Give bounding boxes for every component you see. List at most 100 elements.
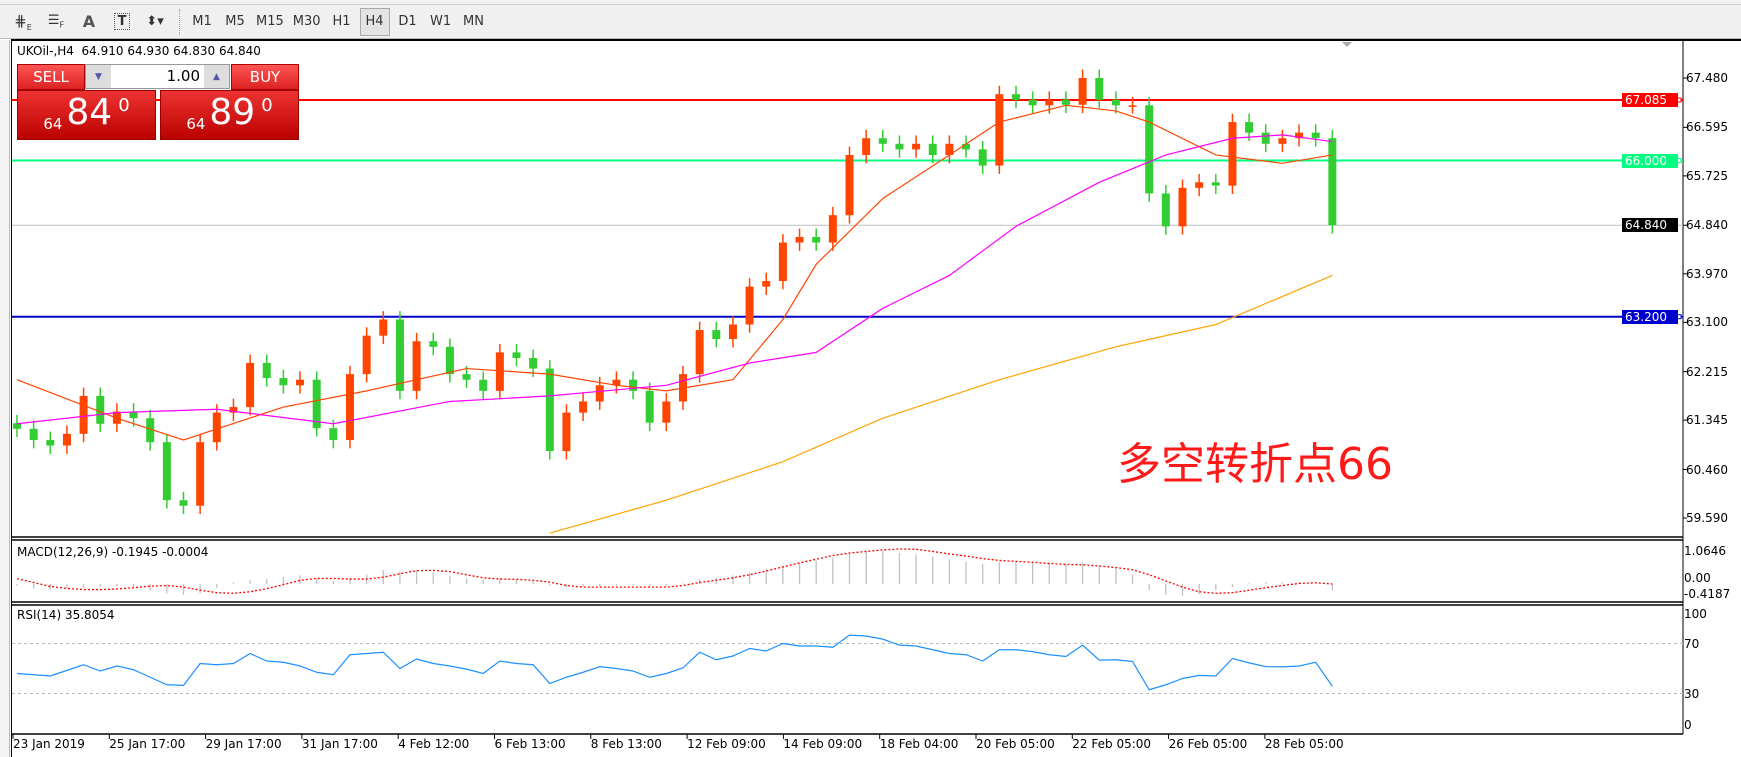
price-line-label: 67.085 xyxy=(1622,93,1678,108)
fibonacci-expansion-icon: ⋕E xyxy=(14,11,32,32)
time-axis-label: 4 Feb 12:00 xyxy=(398,737,470,751)
toolbar-separator xyxy=(179,8,181,35)
bearish-candle xyxy=(13,423,21,429)
bearish-candle xyxy=(1111,99,1120,106)
bearish-candle xyxy=(878,138,887,144)
rsi-axis-label: 70 xyxy=(1684,636,1700,651)
bearish-candle xyxy=(1261,132,1270,144)
timeframe-mn[interactable]: MN xyxy=(463,14,484,29)
buy-button[interactable]: BUY xyxy=(231,64,299,90)
bullish-candle xyxy=(912,143,921,150)
bullish-candle xyxy=(778,242,787,282)
bearish-candle xyxy=(978,149,987,166)
bullish-candle xyxy=(1078,78,1087,105)
chart-window xyxy=(11,39,1741,757)
time-axis-label: 6 Feb 13:00 xyxy=(494,737,566,751)
sell-button[interactable]: SELL xyxy=(17,64,85,90)
bearish-candle xyxy=(1012,94,1020,100)
bearish-candle xyxy=(812,236,821,243)
bullish-candle xyxy=(562,412,571,452)
timeframe-d1[interactable]: D1 xyxy=(398,14,417,29)
bearish-candle xyxy=(162,442,171,501)
macd-axis-label: 1.0646 xyxy=(1684,544,1726,558)
bullish-candle xyxy=(612,379,621,386)
fibonacci-expansion-button[interactable]: ⋕E xyxy=(8,8,38,36)
sell-price-main: 84 xyxy=(66,92,113,133)
sell-price-button[interactable]: 64 84 0 xyxy=(17,90,156,140)
timeframe-group: M1 M5 M15 M30 H1 H4 D1 W1 MN xyxy=(187,7,492,36)
bearish-candle xyxy=(462,374,471,380)
chevron-down-icon: ▾ xyxy=(157,14,164,29)
time-axis-label: 12 Feb 09:00 xyxy=(687,737,766,751)
time-axis-label: 28 Feb 05:00 xyxy=(1264,737,1344,751)
sell-price-prefix: 64 xyxy=(43,115,63,133)
bearish-candle xyxy=(262,362,271,379)
text-label-button[interactable]: T xyxy=(107,8,137,36)
buy-price-button[interactable]: 64 89 0 xyxy=(160,90,299,140)
bearish-candle xyxy=(429,341,438,347)
price-tick-label: 66.595 xyxy=(1686,120,1728,135)
chart-title: UKOil-,H4 64.910 64.930 64.830 64.840 xyxy=(17,44,261,58)
bullish-candle xyxy=(229,407,238,413)
bearish-candle xyxy=(1245,122,1254,133)
lot-input[interactable]: 1.00 xyxy=(166,67,200,85)
time-axis-label: 8 Feb 13:00 xyxy=(590,737,662,751)
buy-price-prefix: 64 xyxy=(186,115,206,133)
bearish-candle xyxy=(1145,105,1154,194)
timeframe-h1[interactable]: H1 xyxy=(332,14,351,29)
timeframe-m5[interactable]: M5 xyxy=(225,14,245,29)
bearish-candle xyxy=(895,143,904,150)
moving-average-fast xyxy=(16,104,1333,441)
timeframe-m15[interactable]: M15 xyxy=(256,14,284,29)
bearish-candle xyxy=(395,319,404,391)
bearish-candle xyxy=(529,357,538,369)
bearish-candle xyxy=(46,439,55,446)
bearish-candle xyxy=(629,379,638,391)
price-tick-label: 59.590 xyxy=(1686,511,1728,526)
bearish-candle xyxy=(29,428,38,440)
price-tick-label: 61.345 xyxy=(1686,413,1728,428)
price-line-label: 64.840 xyxy=(1622,218,1678,233)
sell-price-pip: 0 xyxy=(118,95,130,116)
chart-annotation-text[interactable]: 多空转折点66 xyxy=(1117,439,1393,490)
lot-stepper: ▼ 1.00 ▲ xyxy=(85,64,230,89)
lot-decrease-button[interactable]: ▼ xyxy=(86,65,111,88)
timeframe-h4[interactable]: H4 xyxy=(359,7,390,36)
macd-axis-label: -0.4187 xyxy=(1684,587,1731,601)
price-line-label: 66.000 xyxy=(1622,153,1678,168)
window-tab-strip xyxy=(0,0,1741,5)
rsi-line xyxy=(16,634,1333,691)
timeframe-m1[interactable]: M1 xyxy=(192,14,212,29)
price-tick-label: 63.100 xyxy=(1686,315,1728,330)
lot-increase-button[interactable]: ▲ xyxy=(204,65,229,88)
bullish-candle xyxy=(728,324,737,340)
timeframe-m30[interactable]: M30 xyxy=(292,14,321,29)
bearish-candle xyxy=(1095,78,1104,100)
left-panel-edge xyxy=(0,40,10,757)
bullish-candle xyxy=(79,395,88,434)
timeframe-w1[interactable]: W1 xyxy=(429,14,452,29)
bullish-candle xyxy=(828,215,837,243)
price-tick-label: 62.215 xyxy=(1686,364,1728,379)
rsi-label: RSI(14) 35.8054 xyxy=(17,608,115,622)
time-axis-label: 14 Feb 09:00 xyxy=(783,737,863,751)
fibonacci-fan-button[interactable]: ☰F xyxy=(41,8,71,36)
price-tick-label: 65.725 xyxy=(1686,168,1728,183)
bullish-candle xyxy=(995,94,1004,166)
bearish-candle xyxy=(1211,182,1220,186)
macd-label: MACD(12,26,9) -0.1945 -0.0004 xyxy=(17,545,209,559)
text-button[interactable]: A xyxy=(74,8,104,36)
bullish-candle xyxy=(379,319,388,336)
rsi-axis-label: 0 xyxy=(1684,718,1692,732)
time-axis-label: 26 Feb 05:00 xyxy=(1168,737,1248,751)
bullish-candle xyxy=(662,401,671,423)
macd-signal-line xyxy=(16,548,1333,594)
bearish-candle xyxy=(279,378,288,386)
time-axis-label: 29 Jan 17:00 xyxy=(205,737,282,751)
price-tick-label: 64.840 xyxy=(1686,218,1728,233)
bullish-candle xyxy=(1195,182,1204,188)
arrows-button[interactable]: ⬍ ▾ xyxy=(140,8,170,36)
bearish-candle xyxy=(1328,138,1337,226)
bullish-candle xyxy=(579,401,588,413)
